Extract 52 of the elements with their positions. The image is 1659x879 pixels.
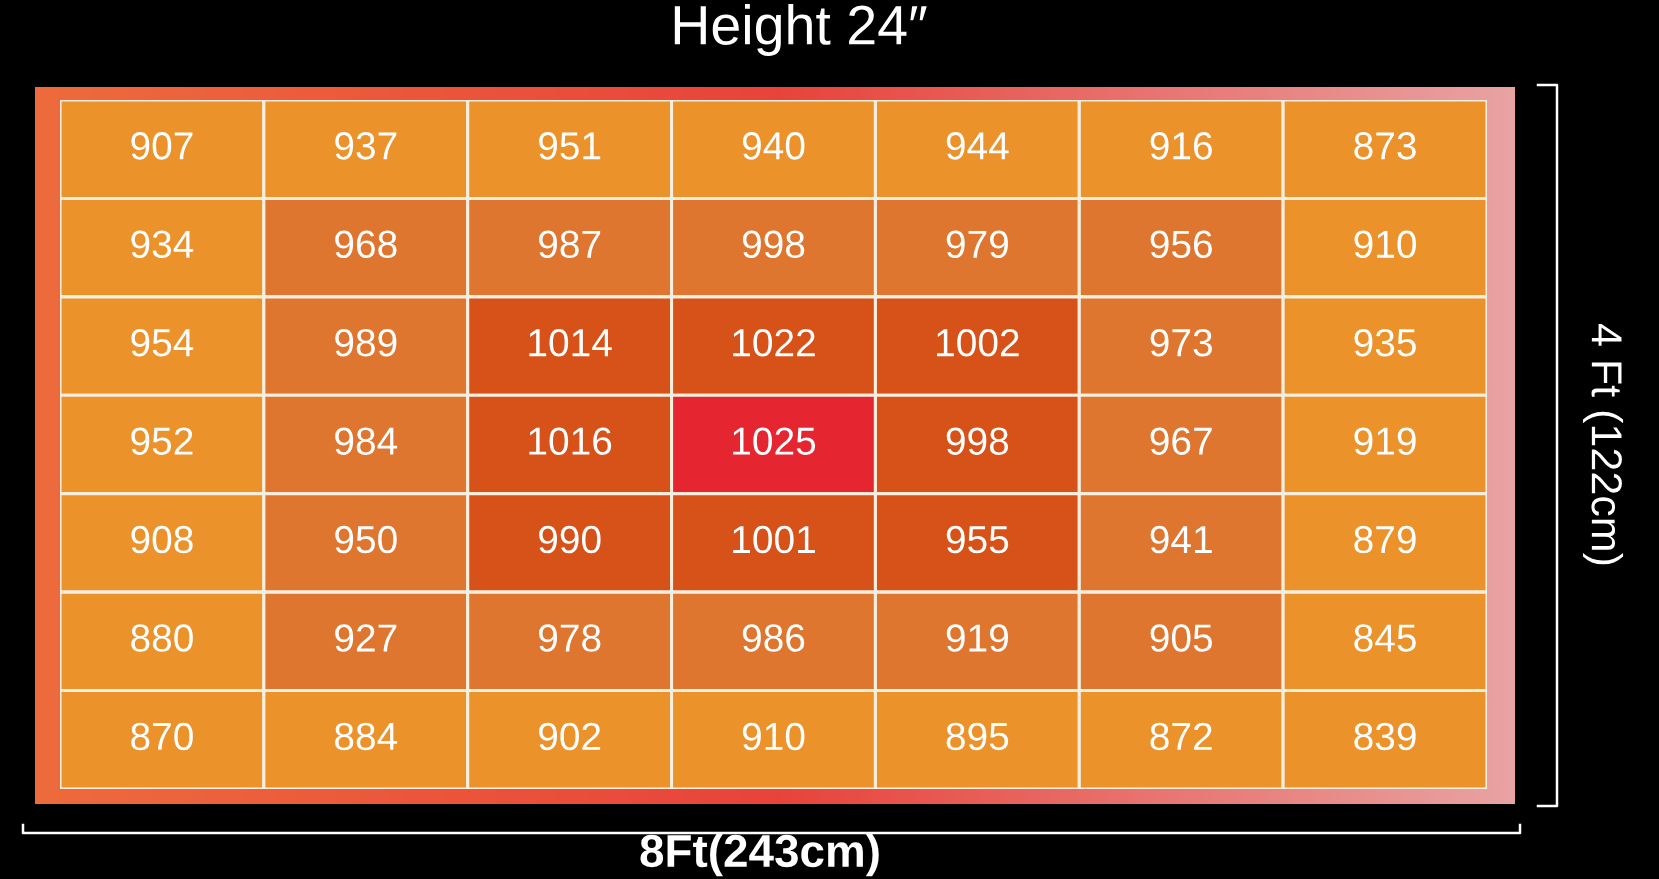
data-label: 935: [1354, 328, 1416, 357]
data-label: 916: [1150, 132, 1212, 160]
data-label: 910: [742, 722, 805, 751]
data-label: 940: [742, 132, 805, 160]
data-label: 934: [131, 230, 194, 259]
data-label: 978: [539, 624, 601, 652]
data-label: 907: [131, 132, 193, 160]
data-label: 954: [131, 328, 194, 357]
data-label: 839: [1354, 722, 1416, 751]
data-label: 1014: [529, 328, 612, 357]
data-label: 1022: [733, 328, 815, 357]
y-axis-title: 4 Ft (122cm): [1582, 323, 1624, 565]
data-label: 989: [335, 328, 397, 357]
chart-title: Height 24″: [674, 4, 927, 56]
x-axis-title: 8Ft(243cm): [640, 833, 879, 877]
data-label: 984: [335, 427, 398, 455]
data-label: 973: [1150, 328, 1212, 357]
data-label: 884: [335, 722, 398, 751]
data-label: 873: [1354, 132, 1416, 160]
data-label: 979: [946, 230, 1008, 259]
data-label: 1016: [529, 427, 612, 455]
data-label: 951: [539, 132, 601, 160]
data-label: 998: [742, 230, 805, 259]
data-label: 941: [1150, 525, 1212, 554]
data-label: 845: [1354, 624, 1416, 652]
data-label: 937: [335, 132, 397, 160]
data-label: 1001: [733, 525, 815, 554]
data-label: 895: [946, 722, 1009, 751]
data-label: 1025: [733, 427, 816, 455]
data-label: 968: [335, 230, 397, 259]
data-label: 880: [131, 624, 193, 652]
data-label: 908: [131, 525, 193, 554]
data-label: 905: [1150, 624, 1213, 652]
data-label: 987: [539, 230, 601, 259]
data-label: 927: [335, 624, 397, 652]
data-label: 872: [1150, 722, 1212, 751]
data-label: 952: [131, 427, 193, 455]
data-label: 998: [946, 427, 1009, 455]
data-label: 990: [539, 525, 601, 554]
data-label: 910: [1354, 230, 1416, 259]
data-label: 956: [1150, 230, 1212, 259]
data-label: 986: [742, 624, 805, 652]
data-label: 950: [335, 525, 397, 554]
data-label: 955: [946, 525, 1009, 554]
data-label: 919: [946, 624, 1008, 652]
data-label: 944: [946, 132, 1009, 160]
data-label: 870: [131, 722, 193, 751]
data-label: 879: [1354, 525, 1416, 554]
data-label: 967: [1150, 427, 1212, 455]
data-label: 1002: [937, 328, 1019, 357]
data-label: 902: [539, 722, 601, 751]
data-label: 919: [1354, 427, 1416, 455]
